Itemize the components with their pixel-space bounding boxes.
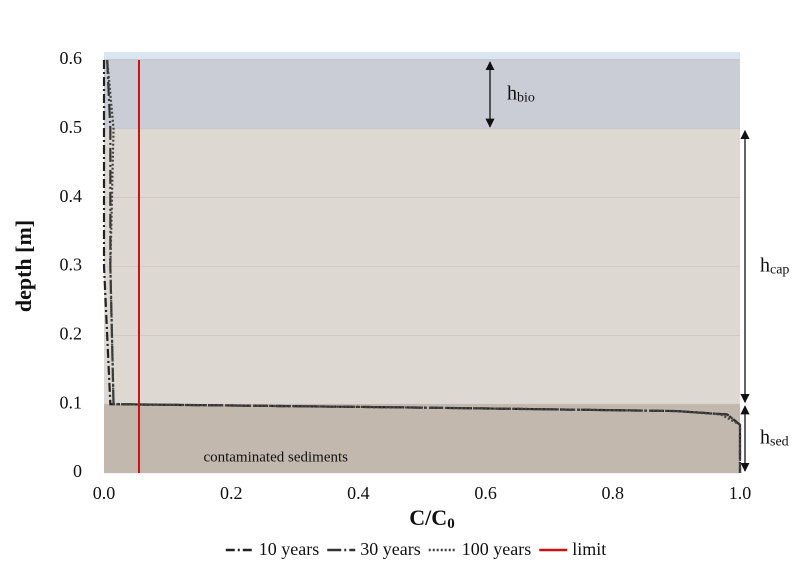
y-axis-label: depth [m] [11, 220, 36, 312]
y-tick-label: 0 [73, 461, 82, 481]
sky-strip [104, 52, 740, 59]
layer-label-sub: bio [517, 91, 535, 106]
layer-label-h: h [507, 82, 517, 104]
legend-label: 30 years [360, 539, 420, 559]
y-tick-label: 0.6 [60, 48, 83, 68]
legend-label: limit [572, 539, 606, 559]
y-tick-label: 0.5 [60, 117, 83, 137]
layer-label: hcap [760, 254, 789, 278]
x-tick-label: 0.0 [93, 483, 116, 503]
layer-label-h: h [760, 426, 770, 448]
layer [104, 52, 740, 129]
layer-label-sub: sed [770, 435, 789, 450]
x-axis-label-sub: 0 [447, 516, 455, 532]
layer-label: hbio [507, 82, 535, 106]
legend: 10 years 30 years 100 years limit [225, 539, 606, 559]
x-tick-label: 0.6 [474, 483, 497, 503]
layer-label-h: h [760, 254, 770, 276]
layer-label-sub: cap [770, 263, 789, 278]
y-tick-label: 0.3 [60, 255, 83, 275]
series-line [106, 59, 742, 473]
x-tick-label: 0.8 [602, 483, 625, 503]
y-tick-label: 0.4 [60, 186, 83, 206]
legend-label: 100 years [462, 539, 531, 559]
layer [104, 404, 740, 473]
x-axis-label-main: C/C [409, 505, 447, 530]
annotation: contaminated sediments [203, 449, 348, 465]
x-tick-label: 1.0 [729, 483, 752, 503]
layer-label: hsed [760, 426, 789, 450]
x-axis-label: C/C0 [409, 505, 454, 532]
legend-label: 10 years [259, 539, 319, 559]
y-tick-label: 0.2 [60, 323, 83, 343]
x-tick-label: 0.4 [347, 483, 370, 503]
x-tick-label: 0.2 [220, 483, 243, 503]
y-tick-label: 0.1 [60, 392, 83, 412]
